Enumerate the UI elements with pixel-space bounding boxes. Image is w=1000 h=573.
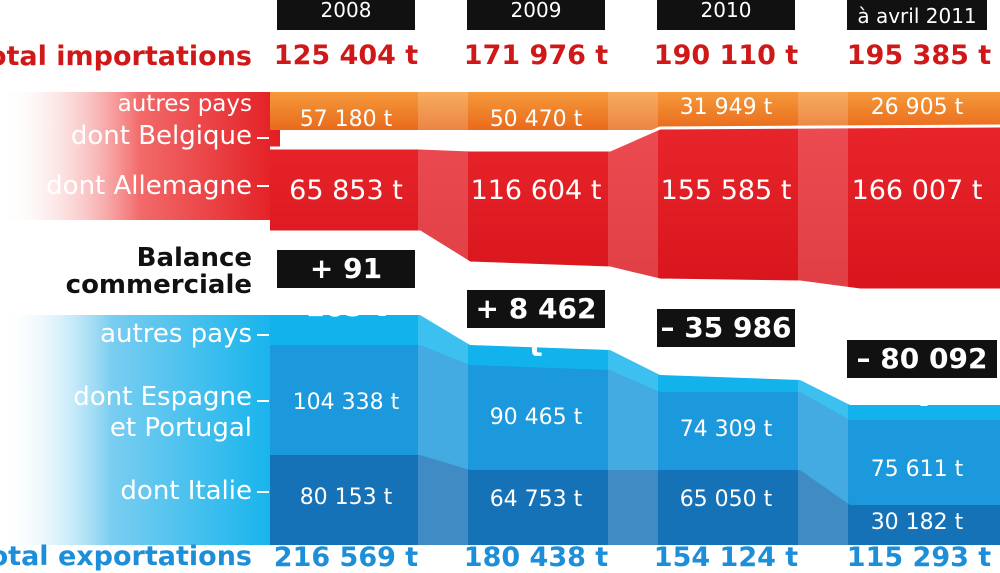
import-other-flow [270, 92, 1000, 130]
import-total-2009: 171 976 t [463, 40, 609, 71]
label-balance-2: commerciale [65, 270, 252, 300]
export-spain-2009: 90 465 t [489, 405, 583, 430]
label-total-exports: Total exportations [0, 541, 252, 572]
label-import-other: autres pays [117, 91, 252, 117]
export-band-left [0, 315, 280, 545]
export-spain-2008: 104 338 t [292, 390, 400, 415]
label-export-spain-2: et Portugal [109, 413, 252, 443]
label-import-germany: dont Allemagne [46, 171, 252, 201]
import-other-2010: 31 949 t [679, 95, 773, 120]
import-other-2009: 50 470 t [489, 107, 583, 132]
import-germany-2010: 155 585 t [660, 175, 792, 206]
import-other-2011: 26 905 t [870, 95, 964, 120]
export-total-2011: 115 293 t [846, 542, 992, 573]
year-header-2011: à avril 2011 [847, 0, 987, 30]
export-spain-2010: 74 309 t [679, 417, 773, 442]
label-import-belgium: dont Belgique [70, 121, 252, 151]
label-export-italy: dont Italie [120, 476, 252, 506]
export-italy-2008: 80 153 t [299, 485, 393, 510]
import-germany-2008: 65 853 t [289, 175, 403, 206]
import-band-left [0, 92, 280, 220]
export-spain-2011: 75 611 t [870, 457, 964, 482]
export-italy-2011: 30 182 t [870, 510, 964, 535]
export-italy-flow [270, 455, 1000, 545]
tick-export-other [257, 334, 269, 336]
import-total-2011: 195 385 t [846, 40, 992, 71]
balance-2008: + 91 165 t [277, 250, 415, 323]
tick-export-spain [257, 400, 269, 402]
label-export-spain-1: dont Espagne [73, 382, 252, 412]
balance-2011: – 80 092 t [847, 340, 997, 413]
import-germany-2011: 166 007 t [851, 175, 983, 206]
label-export-other: autres pays [100, 319, 252, 349]
balance-2009: + 8 462 t [467, 290, 605, 363]
import-total-2010: 190 110 t [653, 40, 799, 71]
year-header-2009: 2009 [467, 0, 605, 30]
flow-diagram [0, 92, 1000, 545]
balance-2010: – 35 986 t [657, 309, 795, 382]
import-germany-2009: 116 604 t [470, 175, 602, 206]
tick-export-italy [257, 491, 269, 493]
export-italy-2010: 65 050 t [679, 487, 773, 512]
tick-import-germany [257, 185, 269, 187]
export-italy-2009: 64 753 t [489, 487, 583, 512]
export-total-2010: 154 124 t [653, 542, 799, 573]
export-total-2009: 180 438 t [463, 542, 609, 573]
import-total-2008: 125 404 t [273, 40, 419, 71]
year-header-2010: 2010 [657, 0, 795, 30]
import-germany-flow [270, 126, 1000, 290]
tick-import-belgium [257, 137, 269, 139]
year-header-2008: 2008 [277, 0, 415, 30]
import-other-2008: 57 180 t [299, 107, 393, 132]
label-balance-1: Balance [136, 243, 252, 273]
label-total-imports: Total importations [0, 41, 252, 72]
export-total-2008: 216 569 t [273, 542, 419, 573]
